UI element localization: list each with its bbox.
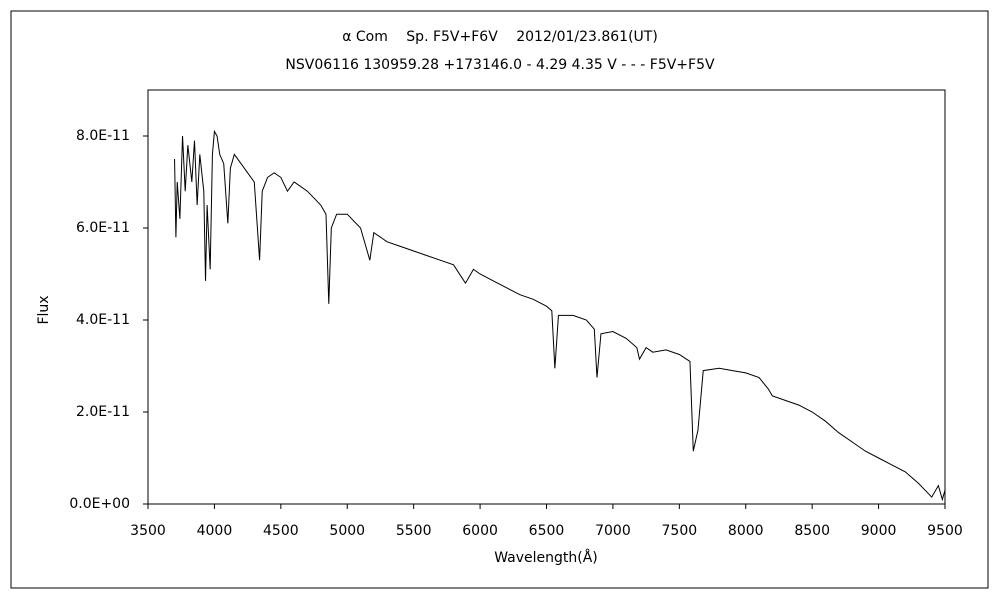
x-tick-label: 9000 bbox=[861, 523, 897, 539]
y-tick-label: 2.0E-11 bbox=[76, 404, 130, 420]
y-tick-label: 6.0E-11 bbox=[76, 220, 130, 236]
chart-title: α Com Sp. F5V+F6V 2012/01/23.861(UT) bbox=[342, 29, 658, 45]
y-tick-label: 0.0E+00 bbox=[69, 496, 130, 512]
x-tick-label: 4500 bbox=[263, 523, 299, 539]
y-axis-label: Flux bbox=[36, 295, 52, 324]
x-tick-label: 5500 bbox=[396, 523, 432, 539]
plot-frame bbox=[147, 89, 946, 505]
x-tick-label: 9500 bbox=[927, 523, 963, 539]
x-tick-label: 6000 bbox=[462, 523, 498, 539]
outer-frame bbox=[10, 10, 989, 589]
chart-subtitle: NSV06116 130959.28 +173146.0 - 4.29 4.35… bbox=[285, 57, 715, 73]
x-tick-label: 3500 bbox=[130, 523, 166, 539]
x-axis-label: Wavelength(Å) bbox=[494, 549, 598, 566]
x-tick-label: 7000 bbox=[595, 523, 631, 539]
x-tick-label: 4000 bbox=[197, 523, 233, 539]
x-tick-label: 8500 bbox=[794, 523, 830, 539]
y-tick-label: 8.0E-11 bbox=[76, 128, 130, 144]
x-tick-label: 5000 bbox=[329, 523, 365, 539]
y-tick-label: 4.0E-11 bbox=[76, 312, 130, 328]
x-tick-label: 7500 bbox=[662, 523, 698, 539]
x-tick-label: 6500 bbox=[529, 523, 565, 539]
spectrum-line bbox=[174, 129, 946, 502]
x-tick-label: 8000 bbox=[728, 523, 764, 539]
